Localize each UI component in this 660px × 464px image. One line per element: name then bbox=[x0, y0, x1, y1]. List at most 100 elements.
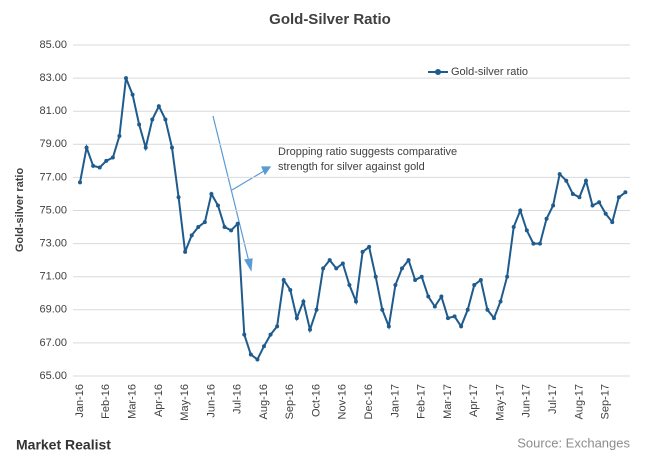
x-tick-label: Jan-17 bbox=[389, 384, 401, 418]
brand: Market Realist bbox=[16, 437, 111, 453]
data-point bbox=[498, 299, 503, 304]
data-point bbox=[229, 228, 234, 233]
data-point bbox=[524, 228, 529, 233]
data-point bbox=[275, 324, 280, 329]
annotation: Dropping ratio suggests comparative bbox=[278, 146, 457, 158]
x-tick-label: Jan-16 bbox=[74, 384, 86, 418]
data-point bbox=[307, 327, 312, 332]
data-point bbox=[432, 304, 437, 309]
series-line bbox=[79, 77, 627, 361]
data-point bbox=[590, 203, 595, 208]
y-tick-label: 71.00 bbox=[39, 271, 67, 283]
x-tick-label: Mar-16 bbox=[126, 384, 138, 419]
x-tick-label: Mar-17 bbox=[442, 384, 454, 419]
data-point bbox=[117, 134, 122, 139]
data-point bbox=[235, 221, 240, 226]
y-tick-label: 83.00 bbox=[39, 72, 67, 84]
data-point bbox=[616, 195, 621, 200]
data-point bbox=[603, 211, 608, 216]
data-point bbox=[518, 208, 523, 213]
data-point bbox=[386, 324, 391, 329]
data-point bbox=[268, 332, 273, 337]
legend-marker bbox=[435, 69, 441, 75]
data-point bbox=[505, 274, 510, 279]
x-tick-label: Apr-17 bbox=[468, 384, 480, 417]
y-tick-label: 65.00 bbox=[39, 370, 67, 382]
annotation-arrows bbox=[212, 115, 272, 272]
data-point bbox=[196, 225, 201, 230]
x-tick-label: Aug-17 bbox=[573, 384, 585, 419]
data-point bbox=[583, 178, 588, 183]
data-point bbox=[459, 324, 464, 329]
legend-label: Gold-silver ratio bbox=[451, 66, 528, 78]
data-point bbox=[91, 163, 96, 168]
data-point bbox=[215, 203, 220, 208]
data-point bbox=[176, 195, 181, 200]
data-point bbox=[353, 299, 358, 304]
y-tick-label: 75.00 bbox=[39, 204, 67, 216]
x-tick-label: Sep-17 bbox=[600, 384, 612, 419]
data-point bbox=[406, 258, 411, 263]
y-tick-label: 85.00 bbox=[39, 39, 67, 51]
data-point bbox=[380, 307, 385, 312]
y-tick-label: 69.00 bbox=[39, 304, 67, 316]
x-tick-label: Aug-16 bbox=[258, 384, 270, 419]
data-point bbox=[623, 190, 628, 195]
data-point bbox=[610, 220, 615, 225]
data-point bbox=[84, 145, 89, 150]
x-tick-label: Jul-17 bbox=[547, 384, 559, 414]
x-tick-label: Jul-16 bbox=[232, 384, 244, 414]
data-point bbox=[183, 249, 188, 254]
x-tick-label: Feb-16 bbox=[100, 384, 112, 419]
data-point bbox=[570, 191, 575, 196]
data-point bbox=[104, 158, 109, 163]
data-point bbox=[373, 274, 378, 279]
arrow bbox=[212, 115, 250, 263]
y-axis-title: Gold-silver ratio bbox=[14, 168, 26, 253]
data-point bbox=[426, 294, 431, 299]
y-tick-label: 73.00 bbox=[39, 238, 67, 250]
data-point bbox=[156, 104, 161, 109]
data-point bbox=[465, 307, 470, 312]
x-tick-label: Jun-16 bbox=[205, 384, 217, 418]
data-point bbox=[209, 191, 214, 196]
x-tick-label: Oct-16 bbox=[310, 384, 322, 417]
data-point bbox=[452, 314, 457, 319]
x-tick-label: Feb-17 bbox=[416, 384, 428, 419]
data-point bbox=[551, 203, 556, 208]
data-point bbox=[97, 165, 102, 170]
data-point bbox=[281, 278, 286, 283]
data-point bbox=[537, 241, 542, 246]
data-point bbox=[163, 117, 168, 122]
data-point bbox=[137, 122, 142, 127]
x-tick-label: Apr-16 bbox=[153, 384, 165, 417]
data-point bbox=[511, 225, 516, 230]
data-point bbox=[314, 307, 319, 312]
data-point bbox=[340, 261, 345, 266]
data-point bbox=[531, 241, 536, 246]
x-tick-label: Jun-17 bbox=[521, 384, 533, 418]
y-tick-label: 67.00 bbox=[39, 337, 67, 349]
data-point bbox=[367, 244, 372, 249]
y-tick-label: 79.00 bbox=[39, 138, 67, 150]
data-point bbox=[597, 200, 602, 205]
arrow-head bbox=[261, 166, 272, 176]
x-tick-label: May-17 bbox=[494, 384, 506, 421]
data-point bbox=[360, 249, 365, 254]
data-point bbox=[248, 352, 253, 357]
data-point bbox=[150, 117, 155, 122]
data-point bbox=[393, 282, 398, 287]
data-point bbox=[321, 266, 326, 271]
data-point bbox=[327, 258, 332, 263]
data-point bbox=[255, 357, 260, 362]
data-point bbox=[130, 92, 135, 97]
data-point bbox=[110, 155, 115, 160]
data-point bbox=[485, 307, 490, 312]
data-point bbox=[491, 316, 496, 321]
data-point bbox=[445, 316, 450, 321]
y-tick-label: 77.00 bbox=[39, 171, 67, 183]
data-point bbox=[169, 145, 174, 150]
data-point bbox=[472, 282, 477, 287]
data-point bbox=[294, 316, 299, 321]
